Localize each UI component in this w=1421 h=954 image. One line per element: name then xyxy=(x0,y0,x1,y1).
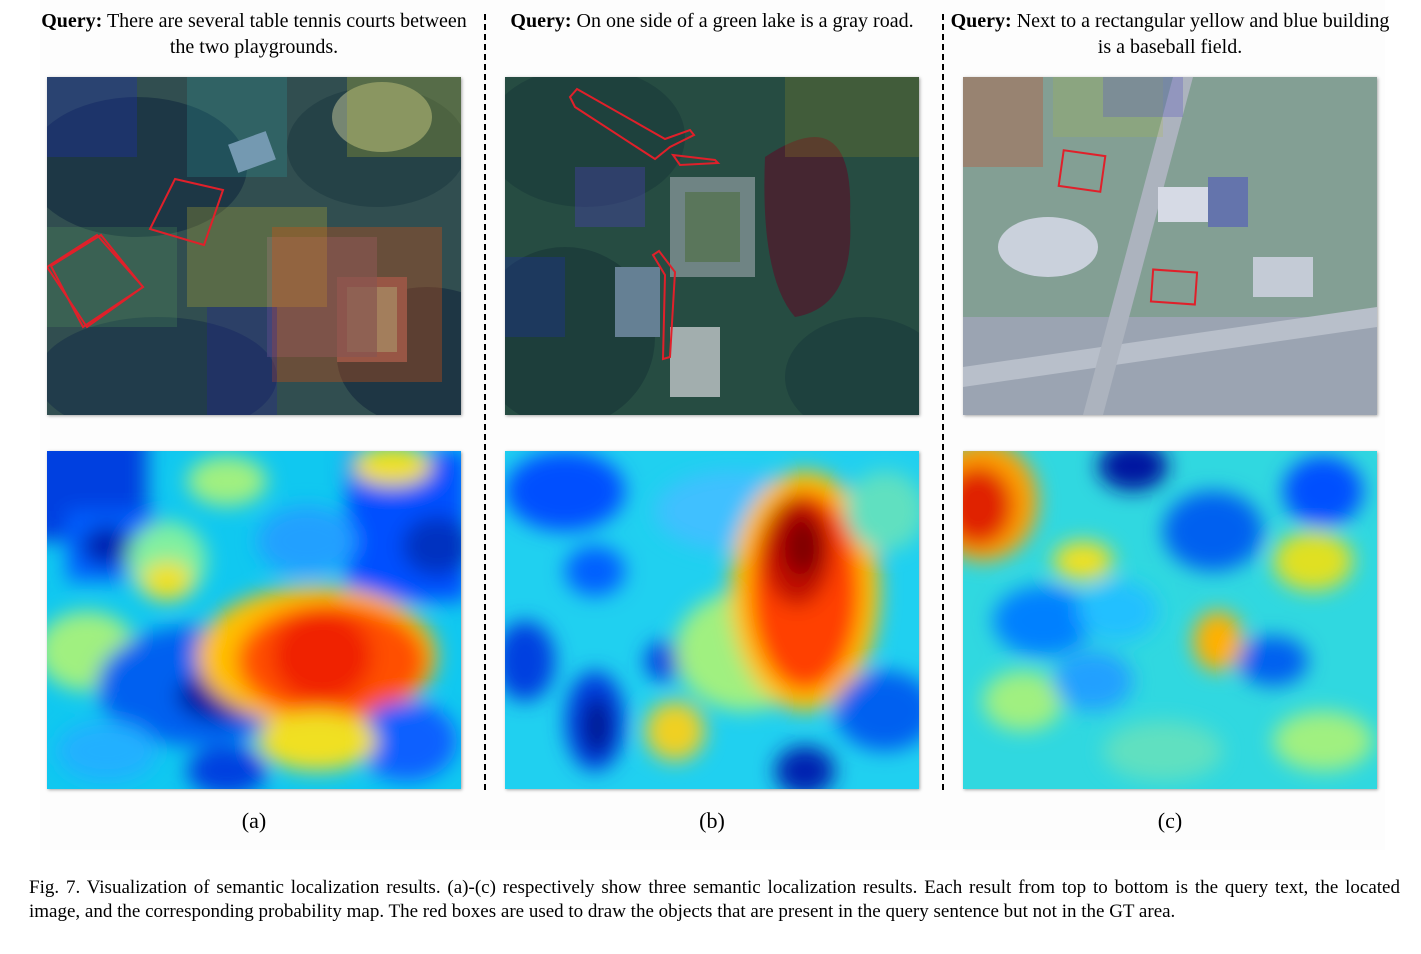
located-image-a xyxy=(47,77,461,415)
query-text-c: Query: Next to a rectangular yellow and … xyxy=(950,10,1390,58)
annotation-box xyxy=(47,233,145,329)
annotation-box xyxy=(1057,149,1107,193)
query-text-b: Query: On one side of a green lake is a … xyxy=(510,10,914,32)
panel-c: Query: Next to a rectangular yellow and … xyxy=(951,0,1390,850)
annotation-box xyxy=(1149,268,1199,306)
panel-divider xyxy=(942,14,944,790)
panel-a: Query: There are several table tennis co… xyxy=(41,0,467,850)
located-image-b xyxy=(505,77,919,415)
probability-map-b xyxy=(505,451,919,789)
located-image-c xyxy=(963,77,1377,415)
probability-map-a xyxy=(47,451,461,789)
probability-map-c xyxy=(963,451,1377,789)
figure-caption: Fig. 7. Visualization of semantic locali… xyxy=(29,877,1400,922)
panel-label-a: (a) xyxy=(241,808,267,833)
panel-divider xyxy=(484,14,486,790)
annotation-box xyxy=(651,249,677,361)
annotation-box xyxy=(148,177,225,247)
panel-b: Query: On one side of a green lake is a … xyxy=(505,0,919,850)
annotation-box xyxy=(568,87,696,161)
query-text-a: Query: There are several table tennis co… xyxy=(41,10,467,58)
panel-label-c: (c) xyxy=(1157,808,1183,833)
panel-label-b: (b) xyxy=(699,808,725,833)
